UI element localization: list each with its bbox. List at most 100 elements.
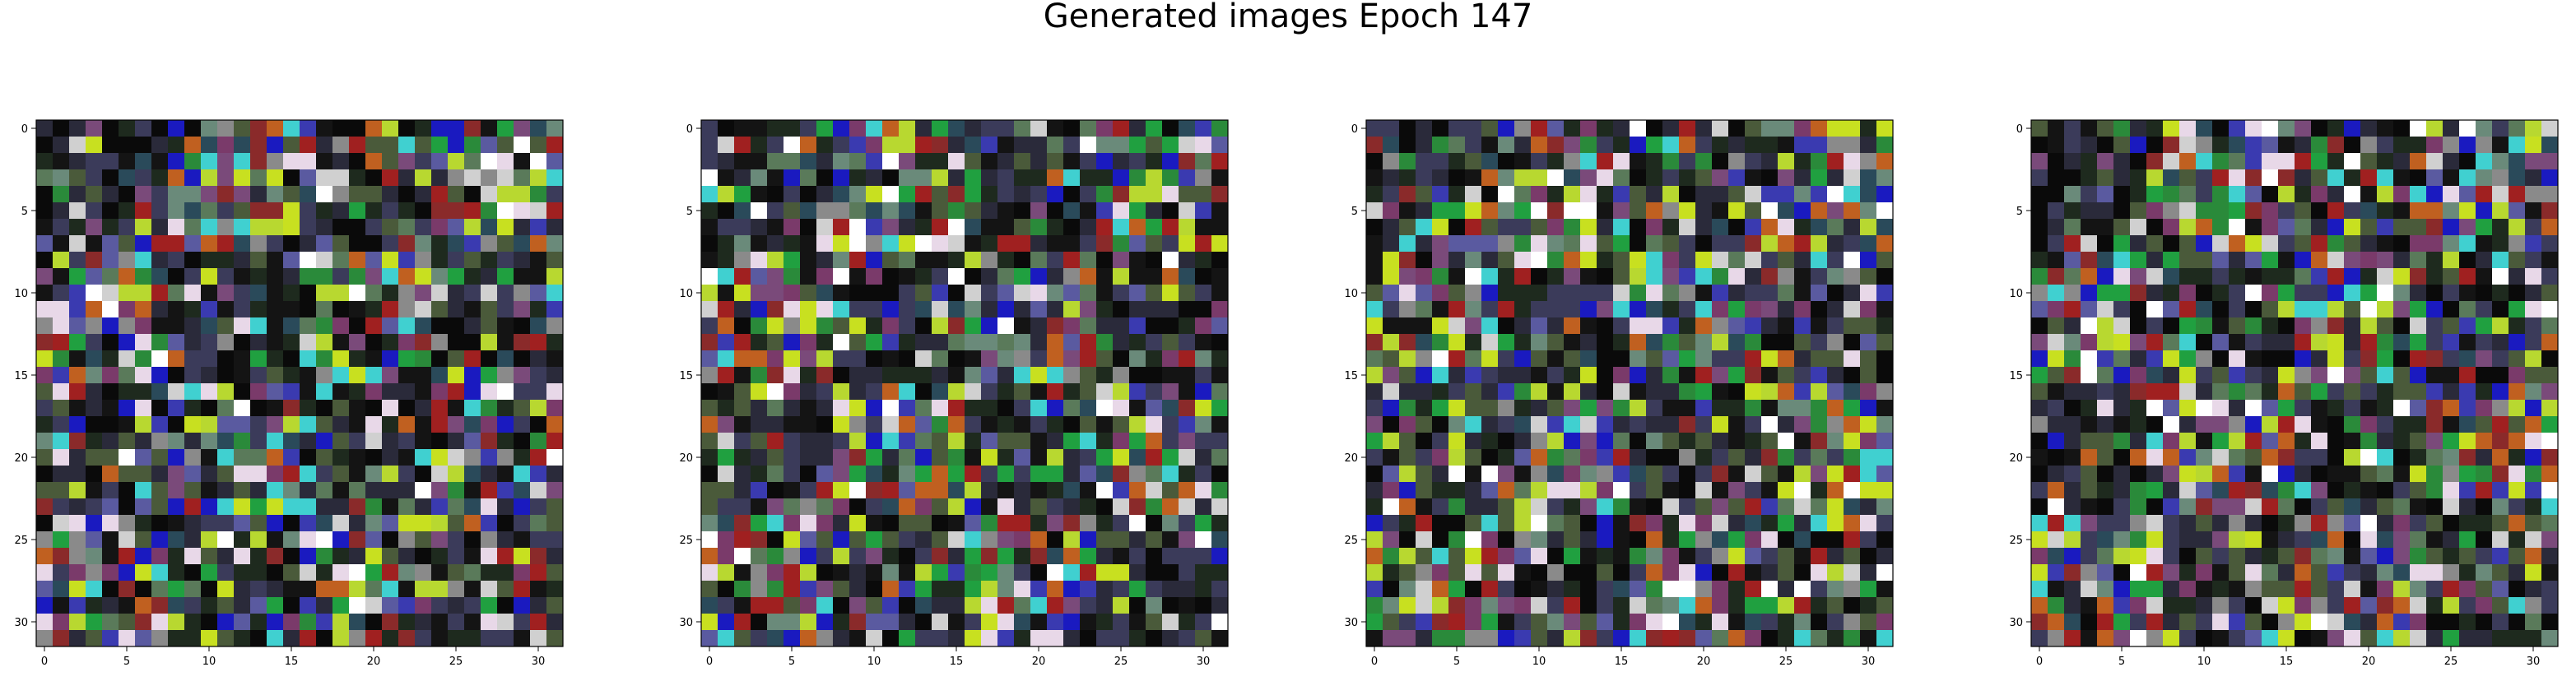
pixel xyxy=(86,252,103,269)
pixel xyxy=(2295,498,2312,516)
pixel xyxy=(283,137,300,154)
pixel xyxy=(2278,334,2295,351)
pixel xyxy=(1646,449,1663,466)
y-tick-label: 30 xyxy=(679,617,693,629)
pixel xyxy=(1613,137,1630,154)
pixel xyxy=(1728,383,1746,401)
x-tick-label: 15 xyxy=(2280,656,2294,668)
pixel xyxy=(816,186,834,203)
pixel xyxy=(2509,169,2526,187)
pixel xyxy=(1745,153,1762,170)
pixel xyxy=(1416,219,1433,236)
x-tick-label: 15 xyxy=(1615,656,1629,668)
pixel xyxy=(1080,137,1097,154)
pixel xyxy=(349,137,366,154)
pixel xyxy=(1695,383,1713,401)
pixel xyxy=(1129,235,1146,253)
pixel xyxy=(431,581,449,598)
pixel xyxy=(1860,186,1877,203)
pixel xyxy=(1728,268,1746,285)
pixel xyxy=(2327,334,2345,351)
pixel xyxy=(448,433,465,450)
pixel xyxy=(1811,416,1828,433)
pixel xyxy=(1014,235,1031,253)
pixel xyxy=(2360,169,2378,187)
pixel xyxy=(1827,317,1844,335)
pixel xyxy=(1646,120,1663,137)
pixel xyxy=(514,531,531,549)
pixel xyxy=(1876,235,1894,253)
pixel xyxy=(1811,581,1828,598)
pixel xyxy=(899,235,916,253)
pixel xyxy=(2327,235,2345,253)
pixel xyxy=(1712,614,1729,631)
pixel xyxy=(981,400,998,417)
pixel xyxy=(283,301,300,318)
pixel xyxy=(1745,285,1762,302)
pixel xyxy=(1416,169,1433,187)
pixel xyxy=(783,301,801,318)
pixel xyxy=(1146,202,1163,220)
pixel xyxy=(1613,186,1630,203)
pixel xyxy=(2163,630,2180,647)
pixel xyxy=(201,597,218,614)
pixel xyxy=(718,350,735,368)
pixel xyxy=(2229,137,2246,154)
pixel xyxy=(514,581,531,598)
pixel xyxy=(2097,466,2114,483)
pixel xyxy=(1080,285,1097,302)
pixel xyxy=(1827,219,1844,236)
pixel xyxy=(2179,350,2197,368)
pixel xyxy=(2311,334,2328,351)
pixel xyxy=(1063,416,1081,433)
pixel xyxy=(2327,482,2345,499)
pixel xyxy=(2476,169,2493,187)
pixel xyxy=(816,383,834,401)
pixel xyxy=(349,433,366,450)
pixel xyxy=(2179,268,2197,285)
pixel xyxy=(332,383,350,401)
pixel xyxy=(849,367,867,384)
pixel xyxy=(481,416,498,433)
pixel xyxy=(1030,350,1048,368)
pixel xyxy=(849,466,867,483)
pixel xyxy=(2229,449,2246,466)
pixel xyxy=(2097,482,2114,499)
pixel xyxy=(1030,202,1048,220)
pixel xyxy=(767,400,784,417)
pixel xyxy=(481,252,498,269)
pixel xyxy=(1399,548,1416,565)
pixel xyxy=(1432,433,1449,450)
pixel xyxy=(497,252,514,269)
pixel xyxy=(102,186,119,203)
pixel xyxy=(1146,186,1163,203)
pixel xyxy=(1416,630,1433,647)
pixel xyxy=(718,169,735,187)
pixel xyxy=(217,614,235,631)
pixel xyxy=(1211,137,1229,154)
pixel xyxy=(2146,597,2164,614)
pixel xyxy=(1080,153,1097,170)
pixel xyxy=(1778,367,1795,384)
pixel xyxy=(316,334,333,351)
pixel xyxy=(948,301,965,318)
pixel xyxy=(1063,449,1081,466)
pixel xyxy=(2476,202,2493,220)
pixel xyxy=(201,531,218,549)
pixel xyxy=(283,515,300,532)
pixel xyxy=(53,235,70,253)
pixel xyxy=(497,548,514,565)
pixel xyxy=(965,548,982,565)
pixel xyxy=(2525,268,2542,285)
pixel xyxy=(1531,597,1548,614)
pixel xyxy=(1745,350,1762,368)
pixel xyxy=(300,202,317,220)
pixel xyxy=(1096,235,1114,253)
pixel xyxy=(932,268,949,285)
pixel xyxy=(1030,449,1048,466)
pixel xyxy=(833,202,850,220)
pixel xyxy=(1498,317,1515,335)
pixel xyxy=(1448,614,1466,631)
pixel xyxy=(734,186,751,203)
pixel xyxy=(1047,614,1064,631)
